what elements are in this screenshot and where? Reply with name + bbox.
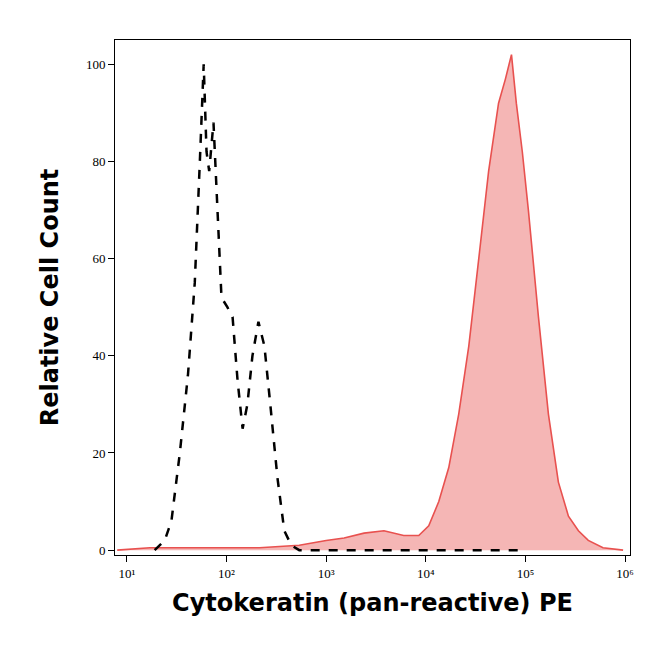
svg-text:10⁶: 10⁶ [616,566,634,581]
svg-text:10⁴: 10⁴ [417,566,435,581]
svg-text:10¹: 10¹ [118,566,135,581]
svg-text:60: 60 [92,251,105,266]
svg-text:40: 40 [92,348,105,363]
svg-text:Cytokeratin (pan-reactive) PE: Cytokeratin (pan-reactive) PE [172,589,573,617]
svg-text:80: 80 [92,154,105,169]
svg-text:10³: 10³ [318,566,335,581]
svg-text:10⁵: 10⁵ [517,566,535,581]
svg-text:20: 20 [92,446,105,461]
svg-text:10²: 10² [218,566,235,581]
svg-text:Relative Cell Count: Relative Cell Count [36,169,64,427]
svg-text:100: 100 [86,57,106,72]
svg-text:0: 0 [99,543,106,558]
